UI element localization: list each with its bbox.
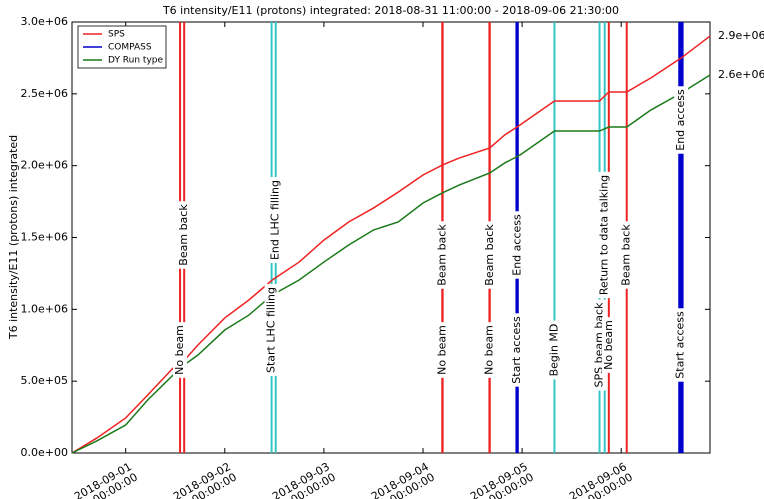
- event-label: End LHC filling: [269, 180, 282, 260]
- y-tick-label: 5.0e+05: [21, 374, 68, 387]
- event-label-group: No beam: [601, 317, 616, 373]
- event-label: End access: [674, 89, 687, 151]
- event-label: End access: [510, 214, 523, 276]
- end-label: 2.9e+06: [718, 29, 764, 42]
- y-axis-label: T6 intensity/E11 (protons) integrated: [7, 135, 20, 340]
- event-label-bg: [619, 221, 634, 289]
- event-label-bg: [435, 221, 450, 289]
- series-line: [71, 35, 711, 454]
- event-label-group: Return to data talking: [597, 171, 612, 299]
- event-label-group: Beam back: [482, 221, 497, 289]
- event-label-group: Start access: [673, 308, 688, 382]
- event-label: Beam back: [177, 204, 190, 266]
- event-label: No beam: [482, 325, 495, 375]
- event-label: Beam back: [483, 224, 496, 286]
- event-label: No beam: [602, 320, 615, 370]
- y-tick-label: 0.0e+00: [21, 446, 68, 459]
- event-label-bg: [173, 322, 188, 378]
- event-label-group: No beam: [435, 322, 450, 378]
- event-label-group: No beam: [173, 322, 188, 378]
- series-line: [71, 74, 711, 454]
- event-label-group: Start LHC filling: [264, 284, 279, 376]
- y-tick-label: 1.5e+06: [21, 231, 68, 244]
- event-label: Beam back: [436, 224, 449, 286]
- event-label-bg: [177, 201, 192, 269]
- y-tick-label: 2.5e+06: [21, 87, 68, 100]
- event-label-bg: [264, 284, 279, 376]
- event-label-bg: [268, 176, 283, 264]
- event-label-group: Begin MD: [547, 320, 562, 380]
- event-label-group: End access: [674, 86, 689, 154]
- event-label-bg: [435, 322, 450, 378]
- event-label-bg: [547, 320, 562, 380]
- event-label: Start access: [674, 311, 687, 379]
- event-label-group: End LHC filling: [268, 176, 283, 264]
- event-label-group: No beam: [482, 322, 497, 378]
- event-label-group: Beam back: [177, 201, 192, 269]
- event-label-group: Beam back: [435, 221, 450, 289]
- event-label-bg: [509, 313, 524, 387]
- event-label: Begin MD: [547, 324, 560, 377]
- chart-title: T6 intensity/E11 (protons) integrated: 2…: [162, 4, 619, 17]
- event-label: Return to data talking: [598, 175, 611, 295]
- y-tick-label: 1.0e+06: [21, 302, 68, 315]
- event-label-bg: [673, 308, 688, 382]
- event-label-bg: [482, 322, 497, 378]
- y-tick-label: 2.0e+06: [21, 159, 68, 172]
- end-label: 2.6e+06: [718, 68, 764, 81]
- event-label: Beam back: [620, 224, 633, 286]
- event-label-bg: [674, 86, 689, 154]
- event-label-group: End access: [510, 211, 525, 279]
- event-label-bg: [510, 211, 525, 279]
- event-label: Start LHC filling: [265, 287, 278, 373]
- legend-label: SPS: [108, 30, 125, 40]
- plot-frame: [71, 21, 711, 454]
- event-label-group: Start access: [509, 313, 524, 387]
- event-label-bg: [482, 221, 497, 289]
- event-label-bg: [601, 317, 616, 373]
- event-label: No beam: [173, 325, 186, 375]
- legend: SPS COMPASS DY Run type: [77, 25, 167, 69]
- event-label-bg: [597, 171, 612, 299]
- event-label: No beam: [435, 325, 448, 375]
- legend-label: COMPASS: [108, 43, 152, 53]
- event-label-group: Beam back: [619, 221, 634, 289]
- legend-label: DY Run type: [108, 56, 163, 66]
- event-label: Start access: [510, 316, 523, 384]
- y-tick-label: 3.0e+06: [21, 15, 68, 28]
